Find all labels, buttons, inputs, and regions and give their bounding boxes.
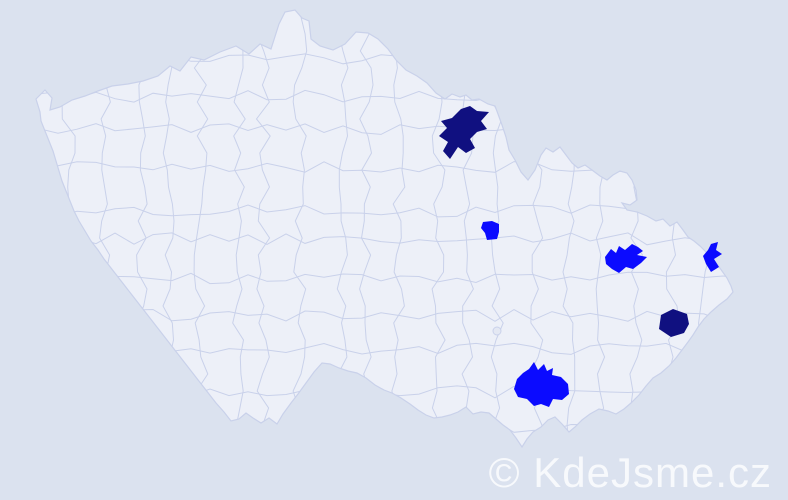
highlighted-district-southeast bbox=[659, 309, 689, 337]
country-outline bbox=[35, 9, 734, 449]
highlighted-district-south-moravia bbox=[514, 362, 569, 407]
highlighted-district-east-moravia-north bbox=[605, 244, 647, 273]
highlighted-district-northeast bbox=[439, 106, 489, 159]
country-land bbox=[36, 10, 733, 447]
highlighted-district-far-east bbox=[703, 242, 722, 272]
highlighted-district-center-east-small bbox=[481, 221, 499, 240]
small-district-circle bbox=[492, 326, 502, 336]
